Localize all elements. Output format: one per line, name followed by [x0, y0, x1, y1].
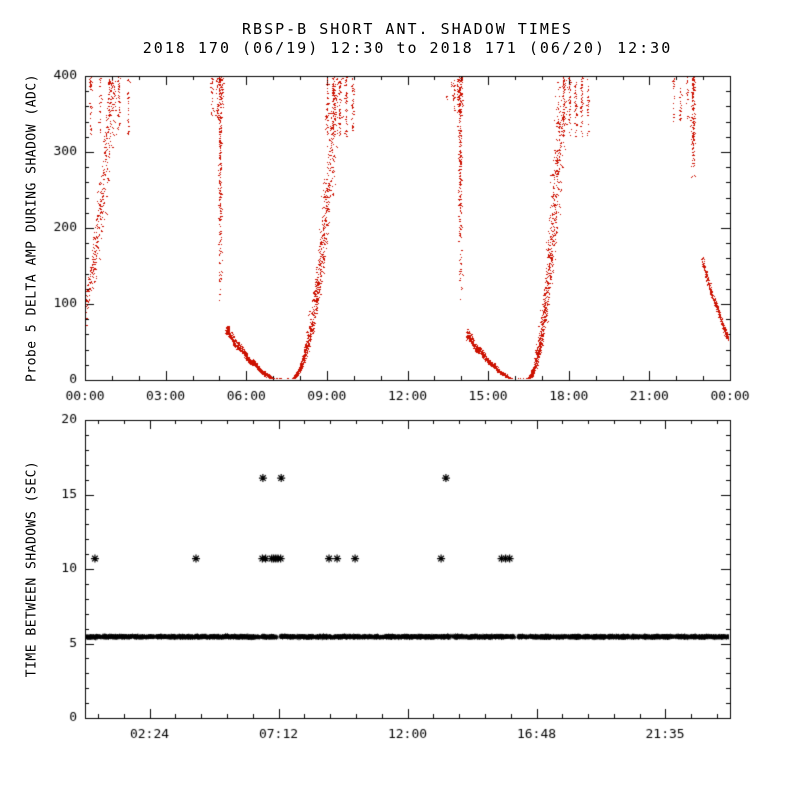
shadow-times-chart-canvas — [0, 0, 800, 800]
shadow-times-figure: RBSP-B SHORT ANT. SHADOW TIMES 2018 170 … — [0, 0, 800, 800]
